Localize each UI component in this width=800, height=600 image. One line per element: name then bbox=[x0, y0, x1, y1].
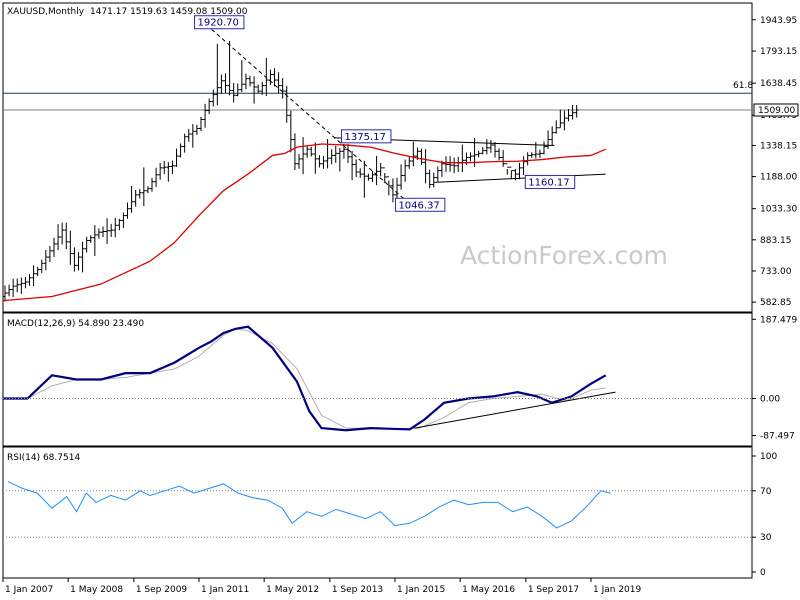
price-y-tick-label: 1033.30 bbox=[760, 205, 797, 215]
macd-signal-line bbox=[3, 328, 606, 430]
annotation-label: 1046.37 bbox=[398, 200, 439, 211]
ohlc-readout: 1471.17 1519.63 1459.08 1509.00 bbox=[90, 7, 248, 17]
rsi-title: RSI(14) 68.7514 bbox=[7, 453, 80, 463]
x-tick-label: 1 Jan 2015 bbox=[397, 585, 445, 595]
annotation-label: 1375.17 bbox=[345, 132, 386, 143]
rsi-line bbox=[7, 481, 611, 529]
annotation-box bbox=[194, 15, 245, 30]
price-y-tick-label: 1793.15 bbox=[760, 47, 797, 57]
trend-line-1 bbox=[206, 24, 413, 207]
rsi-y-tick-label: 70 bbox=[760, 487, 772, 497]
fib-label: 61.8 bbox=[733, 81, 753, 91]
price-y-tick-label: 1338.15 bbox=[760, 141, 797, 151]
price-y-tick-label: 582.85 bbox=[760, 298, 792, 308]
annotation-box bbox=[394, 197, 446, 212]
current-price-tag bbox=[753, 103, 799, 117]
macd-y-tick-label: 0.00 bbox=[760, 395, 780, 405]
rsi-y-tick-label: 30 bbox=[760, 533, 772, 543]
x-tick-label: 1 Sep 2013 bbox=[332, 585, 383, 595]
moving-average-line bbox=[2, 143, 606, 302]
current-price-tag-label: 1509.00 bbox=[758, 106, 795, 116]
rsi-y-tick-label: 0 bbox=[760, 568, 766, 578]
rsi-y-tick-label: 100 bbox=[760, 452, 777, 462]
trend-line-3 bbox=[434, 173, 606, 183]
x-tick-label: 1 May 2016 bbox=[462, 585, 515, 595]
x-tick-label: 1 Jan 2011 bbox=[201, 585, 249, 595]
x-tick-label: 1 Jan 2007 bbox=[5, 585, 53, 595]
x-tick-label: 1 Sep 2009 bbox=[136, 585, 188, 595]
watermark: ActionForex.com bbox=[460, 241, 668, 270]
x-tick-label: 1 May 2008 bbox=[70, 585, 123, 595]
price-y-tick-label: 883.15 bbox=[760, 236, 792, 246]
macd-title: MACD(12,26,9) 54.890 23.490 bbox=[7, 319, 144, 329]
annotation-box bbox=[524, 174, 576, 189]
rsi-panel-frame bbox=[2, 446, 753, 579]
x-tick-label: 1 May 2012 bbox=[266, 585, 319, 595]
price-y-tick-label: 1188.00 bbox=[760, 173, 797, 183]
price-y-tick-label: 733.00 bbox=[760, 267, 792, 277]
macd-main-line bbox=[3, 325, 607, 432]
symbol-label: XAUUSD,Monthly bbox=[7, 7, 85, 17]
x-tick-label: 1 Jan 2019 bbox=[593, 585, 641, 595]
price-y-tick-label: 1638.45 bbox=[760, 79, 797, 89]
annotation-box bbox=[341, 129, 392, 144]
macd-y-tick-label: 187.479 bbox=[760, 315, 797, 325]
macd-y-tick-label: -87.497 bbox=[760, 431, 795, 441]
price-panel-frame bbox=[2, 2, 753, 313]
annotation-label: 1160.17 bbox=[528, 177, 569, 188]
price-y-tick-label: 1943.95 bbox=[760, 16, 797, 26]
macd-panel-frame bbox=[2, 312, 753, 447]
macd-trend-line bbox=[414, 391, 616, 429]
x-tick-label: 1 Sep 2017 bbox=[528, 585, 579, 595]
annotation-label: 1920.70 bbox=[198, 18, 239, 29]
